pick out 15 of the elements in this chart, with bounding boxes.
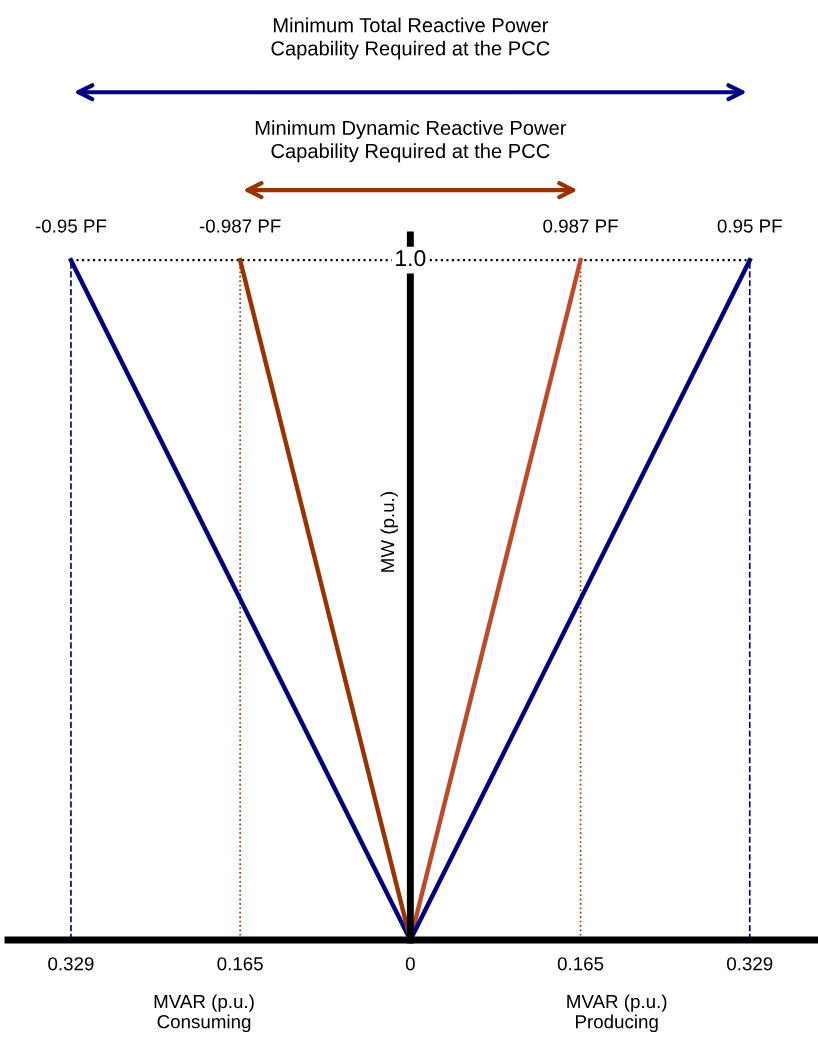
chart-title: Minimum Total Reactive Power Capability Required at the PCC	[271, 17, 550, 60]
annotation: 0.95 PF	[717, 219, 782, 233]
text: MVAR (p.u.) Consuming	[154, 994, 254, 1033]
y-axis-title: MW (p.u.)	[380, 492, 398, 572]
x-tick-label: 0.329	[727, 957, 773, 971]
annotation: 0.987 PF	[543, 219, 618, 233]
annotation: -0.987 PF	[199, 219, 281, 233]
x-tick-label: 0.165	[557, 957, 604, 971]
annotation: -0.95 PF	[35, 219, 107, 233]
text: MVAR (p.u.) Producing	[567, 994, 667, 1033]
annotation: 1.0	[396, 250, 426, 267]
x-tick-label: 0	[405, 957, 415, 971]
chart-subtitle: Minimum Dynamic Reactive Power Capability Required at the PCC	[255, 120, 567, 163]
x-tick-label: 0.165	[217, 957, 263, 971]
x-tick-label: 0.329	[48, 957, 94, 971]
